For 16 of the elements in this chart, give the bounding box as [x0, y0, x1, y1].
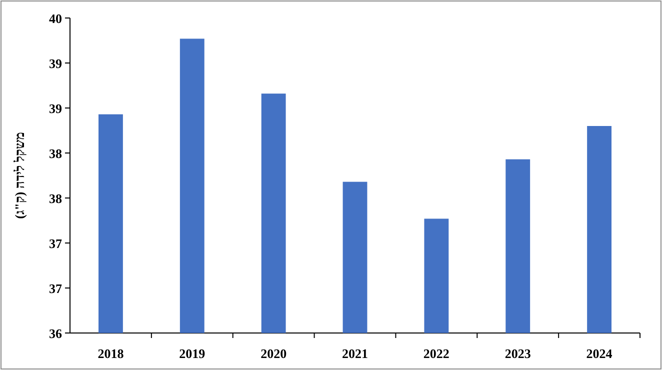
x-tick-label: 2019: [179, 346, 206, 361]
x-tick-label: 2023: [504, 346, 532, 361]
x-tick-label: 2021: [342, 346, 368, 361]
y-tick-label: 36: [49, 326, 62, 341]
x-tick-label: 2020: [260, 346, 287, 361]
y-tick-label: 39: [49, 56, 62, 71]
y-tick-label: 37: [49, 236, 62, 251]
y-tick-label: 39: [49, 101, 62, 116]
y-tick-label: 40: [49, 11, 62, 26]
x-tick-label: 2024: [586, 346, 613, 361]
y-tick-label: 38: [49, 146, 62, 161]
y-tick-label: 38: [49, 191, 62, 206]
y-axis-title: משקל לידה (ק"ג): [12, 132, 27, 219]
y-tick-label: 37: [49, 281, 62, 296]
x-tick-label: 2018: [98, 346, 124, 361]
x-tick-label: 2022: [423, 346, 450, 361]
